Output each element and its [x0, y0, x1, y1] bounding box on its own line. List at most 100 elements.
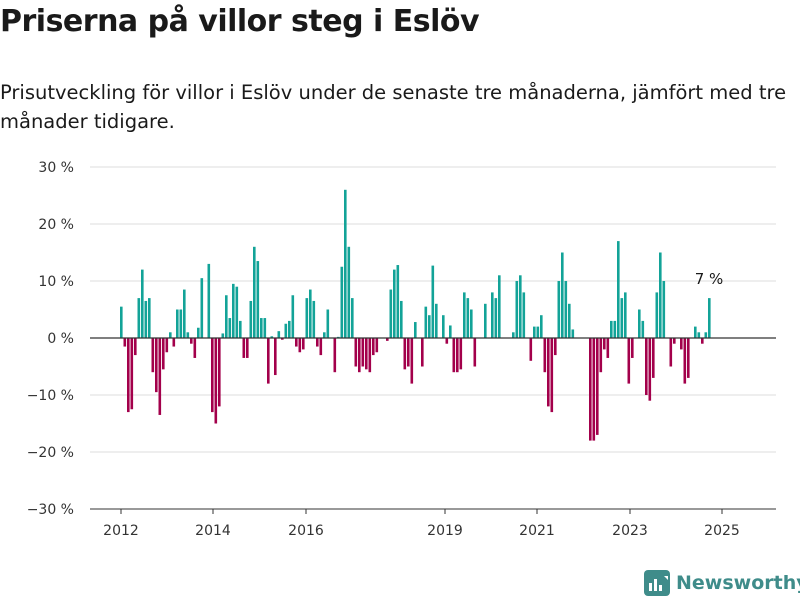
- bar: [484, 303, 487, 338]
- bar: [326, 309, 330, 338]
- bar: [655, 292, 659, 338]
- bar: [351, 298, 354, 338]
- bar: [228, 318, 232, 338]
- bar: [554, 338, 557, 356]
- bar: [617, 241, 620, 338]
- bar: [323, 332, 326, 338]
- bar: [386, 338, 389, 341]
- bar: [459, 338, 463, 370]
- chart-title: Priserna på villor steg i Eslöv: [0, 4, 480, 39]
- bar: [134, 338, 137, 356]
- bar: [141, 269, 144, 338]
- bar: [403, 338, 407, 370]
- x-tick-label: 2016: [288, 523, 324, 539]
- bar: [421, 338, 424, 367]
- bar: [130, 338, 134, 410]
- bar: [512, 332, 515, 338]
- bar: [522, 292, 526, 338]
- x-tick-label: 2012: [103, 523, 139, 539]
- bar: [295, 338, 298, 347]
- y-tick-label: 30 %: [38, 160, 74, 176]
- bar: [463, 292, 466, 338]
- bar: [540, 315, 543, 338]
- bar: [197, 327, 200, 338]
- bar: [491, 292, 494, 338]
- bar: [253, 246, 256, 338]
- bar: [207, 263, 211, 338]
- bar: [589, 338, 592, 441]
- bar: [648, 338, 652, 401]
- bar: [347, 246, 351, 338]
- bar: [225, 295, 228, 338]
- y-tick-label: −10 %: [27, 388, 74, 404]
- bar: [137, 298, 141, 338]
- bar: [550, 338, 554, 413]
- bar: [127, 338, 130, 413]
- bar: [393, 269, 396, 338]
- bar: [309, 289, 312, 338]
- bar: [631, 338, 634, 358]
- x-tick-label: 2019: [427, 523, 463, 539]
- bar: [543, 338, 547, 373]
- bar: [291, 295, 295, 338]
- bar: [123, 338, 127, 347]
- bar: [302, 338, 305, 350]
- bar: [169, 332, 172, 338]
- bar: [687, 338, 690, 378]
- bar: [442, 315, 445, 338]
- bar: [452, 338, 456, 373]
- bar: [365, 338, 368, 370]
- bar: [547, 338, 550, 407]
- bar: [340, 266, 344, 338]
- bar: [155, 338, 158, 393]
- bar: [473, 338, 477, 367]
- bar: [561, 252, 564, 338]
- bar: [162, 338, 165, 370]
- bar: [571, 329, 575, 338]
- bar: [424, 306, 428, 338]
- bar: [557, 281, 561, 338]
- bar: [246, 338, 249, 358]
- bar: [659, 252, 662, 338]
- bar: [305, 298, 309, 338]
- bar: [697, 332, 701, 338]
- y-tick-label: 20 %: [38, 217, 74, 233]
- bar: [211, 338, 214, 413]
- bar: [536, 326, 540, 338]
- x-tick-label: 2021: [519, 523, 555, 539]
- bar: [669, 338, 673, 367]
- x-tick-label: 2025: [704, 523, 740, 539]
- bar: [172, 338, 176, 347]
- bar: [603, 338, 606, 350]
- bar: [277, 331, 281, 338]
- bar: [662, 281, 666, 338]
- bar: [683, 338, 687, 384]
- last-value-annotation: 7 %: [695, 270, 724, 288]
- bar: [158, 338, 162, 415]
- bar: [190, 338, 193, 344]
- bar: [120, 306, 123, 338]
- bar: [144, 300, 148, 338]
- bar: [242, 338, 246, 358]
- bar: [704, 332, 708, 338]
- bar: [256, 261, 260, 338]
- bar: [414, 322, 417, 338]
- bar: [193, 338, 197, 358]
- bar: [270, 336, 274, 338]
- bar: [708, 298, 711, 338]
- bar: [627, 338, 631, 384]
- annotations: 7 %: [695, 270, 724, 288]
- bar: [312, 300, 316, 338]
- brand-name: Newsworthy: [676, 572, 800, 594]
- bar: [445, 338, 449, 344]
- bar: [263, 318, 267, 338]
- bar: [449, 325, 452, 338]
- bar: [610, 320, 613, 338]
- bar: [466, 298, 470, 338]
- bar: [183, 289, 186, 338]
- bar: [470, 309, 473, 338]
- bar: [333, 338, 337, 373]
- bar: [235, 286, 239, 338]
- bar: [533, 326, 536, 338]
- bar: [214, 338, 218, 424]
